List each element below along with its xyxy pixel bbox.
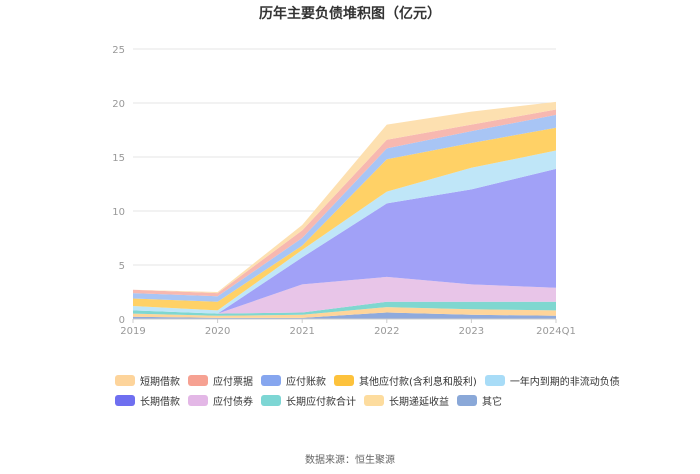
area-series-7 <box>133 114 556 302</box>
x-tick-label: 2024Q1 <box>536 326 576 337</box>
legend-swatch <box>484 374 505 386</box>
legend-label: 应付票据 <box>213 376 253 388</box>
x-tick-label: 2020 <box>205 326 230 337</box>
y-tick-label: 10 <box>112 207 125 218</box>
legend: 短期借款 应付票据 应付账款 其他应付款(含利息和股利) 一年内到期的非流动负债长期借款… <box>115 370 675 410</box>
legend-label: 一年内到期的非流动负债 <box>509 376 620 388</box>
legend-swatch <box>188 374 208 386</box>
legend-swatch <box>261 394 281 406</box>
area-series-6 <box>133 127 556 311</box>
legend-item[interactable]: 一年内到期的非流动负债 <box>484 370 620 390</box>
legend-item[interactable]: 应付票据 <box>188 370 253 390</box>
legend-swatch <box>115 374 135 386</box>
y-tick-label: 5 <box>119 261 125 272</box>
legend-label: 应付账款 <box>286 376 326 388</box>
legend-swatch <box>261 374 281 386</box>
area-series-4 <box>133 168 556 314</box>
legend-swatch <box>115 394 135 406</box>
area-series-1 <box>133 307 556 318</box>
legend-label: 长期借款 <box>140 396 180 408</box>
y-tick-label: 20 <box>112 99 125 110</box>
legend-label: 长期应付款合计 <box>286 396 356 408</box>
y-tick-label: 25 <box>112 45 125 56</box>
legend-swatch <box>188 394 208 406</box>
legend-label: 其他应付款(含利息和股利) <box>359 376 477 388</box>
area-series <box>133 101 556 319</box>
chart-title: 历年主要负债堆积图（亿元） <box>259 6 441 22</box>
area-series-5 <box>133 150 556 314</box>
legend-item[interactable]: 其他应付款(含利息和股利) <box>334 370 477 390</box>
x-tick-label: 2019 <box>120 326 145 337</box>
legend-item[interactable]: 长期借款 <box>115 390 180 410</box>
legend-item[interactable]: 其它 <box>457 390 502 410</box>
area-series-2 <box>133 301 556 316</box>
legend-swatch <box>364 394 384 406</box>
legend-swatch <box>457 394 477 406</box>
legend-item[interactable]: 长期递延收益 <box>364 390 449 410</box>
data-source: 数据来源：恒生聚源 <box>305 455 395 466</box>
legend-item[interactable]: 应付账款 <box>261 370 326 390</box>
legend-item[interactable]: 长期应付款合计 <box>261 390 356 410</box>
x-tick-label: 2022 <box>374 326 399 337</box>
x-tick-label: 2023 <box>459 326 484 337</box>
x-tick-label: 2021 <box>289 326 314 337</box>
legend-label: 应付债券 <box>213 396 253 408</box>
legend-swatch <box>334 374 354 386</box>
legend-label: 短期借款 <box>140 376 180 388</box>
area-series-0 <box>133 312 556 319</box>
legend-item[interactable]: 短期借款 <box>115 370 180 390</box>
legend-label: 长期递延收益 <box>389 396 449 408</box>
y-tick-label: 15 <box>112 153 125 164</box>
y-tick-label: 0 <box>119 315 125 326</box>
axes: 0 5 10 15 20 25 2019 2020 2021 2022 2023 2024Q1 <box>112 45 576 337</box>
legend-label: 其它 <box>482 396 502 408</box>
area-series-3 <box>133 276 556 314</box>
legend-item[interactable]: 应付债券 <box>188 390 253 410</box>
